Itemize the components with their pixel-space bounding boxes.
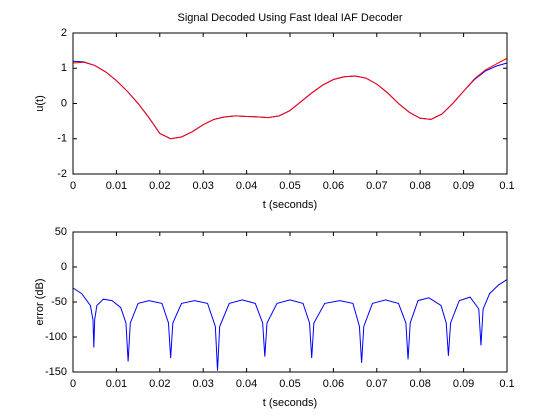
x-tick-label: 0.07 (366, 180, 387, 192)
x-tick-label: 0.03 (192, 378, 213, 390)
y-tick-label: -100 (45, 331, 67, 343)
x-tick-label: 0.09 (453, 180, 474, 192)
axes-box (72, 231, 508, 373)
x-tick-label: 0.05 (279, 180, 300, 192)
line-series (72, 279, 508, 371)
x-tick-label: 0.07 (366, 378, 387, 390)
x-tick-label: 0.06 (323, 378, 344, 390)
x-axis-label: t (seconds) (263, 199, 317, 211)
x-tick-label: 0.08 (409, 378, 430, 390)
y-tick-label: -50 (51, 296, 67, 308)
x-tick-label: 0.04 (236, 180, 257, 192)
x-tick-label: 0.1 (499, 180, 514, 192)
x-tick-label: 0.03 (192, 180, 213, 192)
x-tick-label: 0.06 (323, 180, 344, 192)
axes-box (72, 32, 508, 175)
chart-title: Signal Decoded Using Fast Ideal IAF Deco… (177, 12, 402, 24)
y-tick-label: -1 (57, 133, 67, 145)
y-tick-label: -150 (45, 366, 67, 378)
y-tick-label: 1 (61, 62, 67, 74)
y-tick-label: 50 (55, 226, 67, 238)
x-tick-label: 0.08 (409, 180, 430, 192)
y-tick-label: -2 (57, 168, 67, 180)
x-tick-label: 0 (70, 378, 76, 390)
y-axis-label: error (dB) (34, 278, 46, 325)
x-tick-label: 0.01 (106, 378, 127, 390)
y-tick-label: 0 (61, 261, 67, 273)
x-axis-label: t (seconds) (263, 397, 317, 409)
x-tick-label: 0.01 (106, 180, 127, 192)
x-tick-label: 0.09 (453, 378, 474, 390)
x-tick-label: 0.05 (279, 378, 300, 390)
x-tick-label: 0.02 (149, 378, 170, 390)
y-axis-label: u(t) (34, 95, 46, 112)
x-tick-label: 0 (70, 180, 76, 192)
line-series (72, 57, 508, 140)
x-tick-label: 0.02 (149, 180, 170, 192)
x-tick-label: 0.04 (236, 378, 257, 390)
y-tick-label: 0 (61, 97, 67, 109)
y-tick-label: 2 (61, 27, 67, 39)
x-tick-label: 0.1 (499, 378, 514, 390)
